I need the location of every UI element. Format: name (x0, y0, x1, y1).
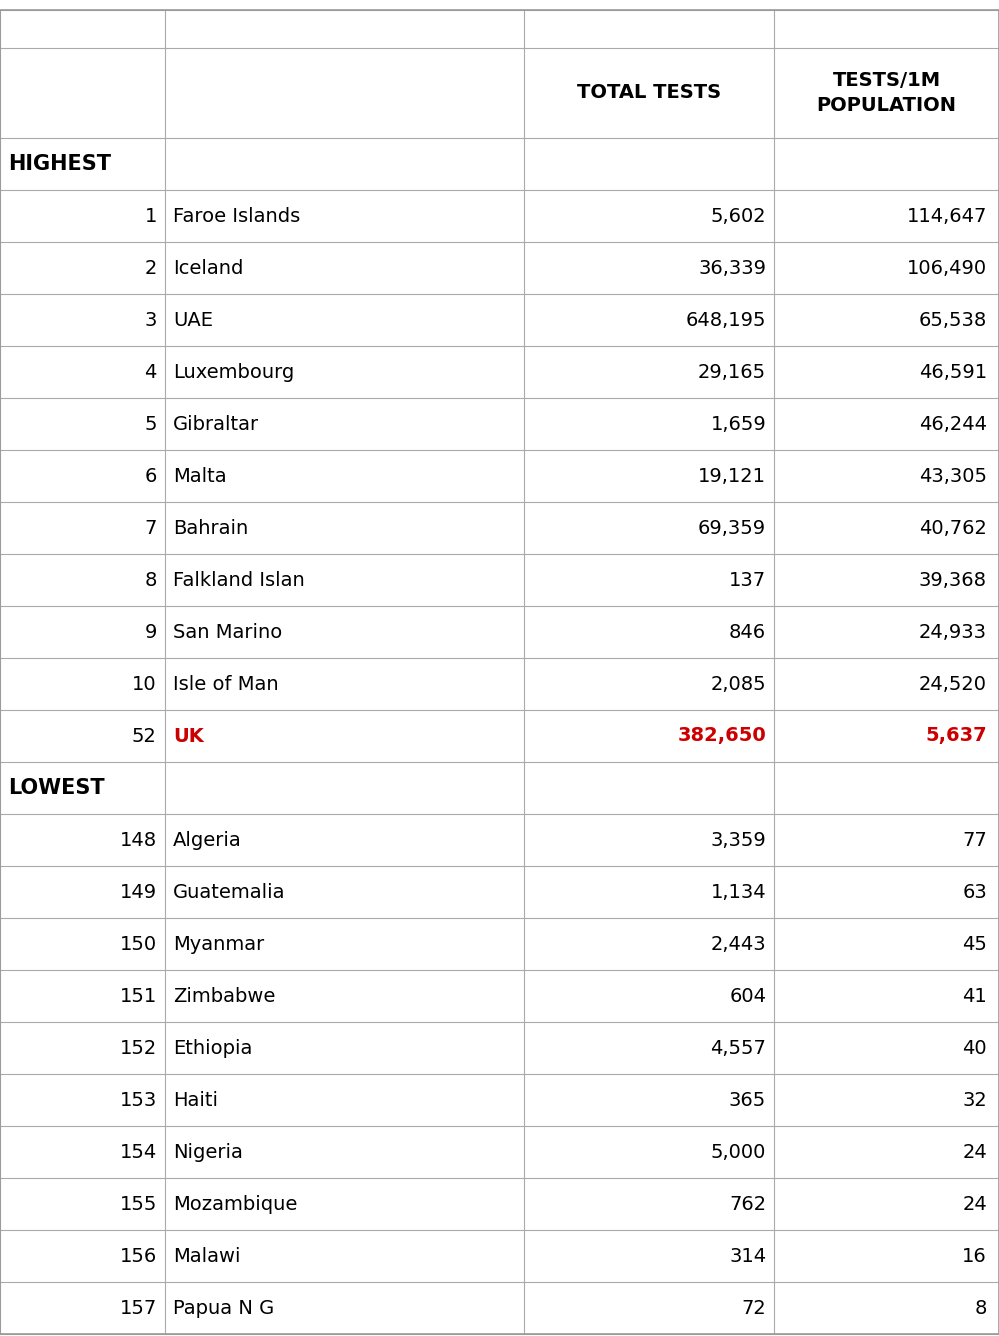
Text: Bahrain: Bahrain (173, 518, 248, 537)
Text: 40,762: 40,762 (919, 518, 987, 537)
Text: 155: 155 (120, 1194, 157, 1213)
Text: Mozambique: Mozambique (173, 1194, 298, 1213)
Text: 382,650: 382,650 (677, 727, 766, 745)
Text: 65,538: 65,538 (919, 310, 987, 330)
Text: UAE: UAE (173, 310, 213, 330)
Text: 1: 1 (145, 207, 157, 226)
Text: 2: 2 (145, 258, 157, 278)
Text: 153: 153 (120, 1090, 157, 1109)
Text: Gibraltar: Gibraltar (173, 414, 259, 433)
Text: 9: 9 (145, 623, 157, 641)
Text: 5,000: 5,000 (711, 1142, 766, 1161)
Text: 2,443: 2,443 (710, 934, 766, 954)
Text: San Marino: San Marino (173, 623, 282, 641)
Text: 40: 40 (962, 1038, 987, 1058)
Text: 150: 150 (120, 934, 157, 954)
Text: 149: 149 (120, 883, 157, 902)
Text: Ethiopia: Ethiopia (173, 1038, 252, 1058)
Text: 148: 148 (120, 831, 157, 850)
Text: 41: 41 (962, 986, 987, 1006)
Text: Guatemalia: Guatemalia (173, 883, 286, 902)
Text: 24: 24 (962, 1194, 987, 1213)
Text: 137: 137 (729, 570, 766, 589)
Text: 45: 45 (962, 934, 987, 954)
Text: 24,933: 24,933 (919, 623, 987, 641)
Text: 157: 157 (120, 1299, 157, 1317)
Text: 24: 24 (962, 1142, 987, 1161)
Text: 3,359: 3,359 (710, 831, 766, 850)
Text: Nigeria: Nigeria (173, 1142, 243, 1161)
Text: 46,591: 46,591 (919, 362, 987, 382)
Text: 36,339: 36,339 (698, 258, 766, 278)
Text: Haiti: Haiti (173, 1090, 218, 1109)
Text: 154: 154 (120, 1142, 157, 1161)
Text: LOWEST: LOWEST (8, 778, 105, 798)
Text: 43,305: 43,305 (919, 466, 987, 485)
Text: 4,557: 4,557 (710, 1038, 766, 1058)
Text: 5: 5 (144, 414, 157, 433)
Text: 63: 63 (962, 883, 987, 902)
Text: Iceland: Iceland (173, 258, 243, 278)
Text: HIGHEST: HIGHEST (8, 154, 111, 174)
Text: Faroe Islands: Faroe Islands (173, 207, 300, 226)
Text: 46,244: 46,244 (919, 414, 987, 433)
Text: UK: UK (173, 727, 204, 745)
Text: 3: 3 (145, 310, 157, 330)
Text: 314: 314 (729, 1246, 766, 1265)
Text: 5,637: 5,637 (925, 727, 987, 745)
Text: Zimbabwe: Zimbabwe (173, 986, 275, 1006)
Text: 2,085: 2,085 (710, 675, 766, 693)
Text: 846: 846 (729, 623, 766, 641)
Text: 52: 52 (132, 727, 157, 745)
Text: 8: 8 (145, 570, 157, 589)
Text: 19,121: 19,121 (698, 466, 766, 485)
Text: 114,647: 114,647 (907, 207, 987, 226)
Text: 152: 152 (120, 1038, 157, 1058)
Text: Papua N G: Papua N G (173, 1299, 274, 1317)
Text: 4: 4 (145, 362, 157, 382)
Text: 69,359: 69,359 (698, 518, 766, 537)
Text: 5,602: 5,602 (710, 207, 766, 226)
Text: Luxembourg: Luxembourg (173, 362, 294, 382)
Text: Isle of Man: Isle of Man (173, 675, 279, 693)
Text: 72: 72 (741, 1299, 766, 1317)
Text: 1,134: 1,134 (710, 883, 766, 902)
Text: 7: 7 (145, 518, 157, 537)
Text: Myanmar: Myanmar (173, 934, 264, 954)
Text: 151: 151 (120, 986, 157, 1006)
Text: 106,490: 106,490 (907, 258, 987, 278)
Text: TOTAL TESTS: TOTAL TESTS (577, 83, 721, 103)
Text: 29,165: 29,165 (698, 362, 766, 382)
Text: 8: 8 (975, 1299, 987, 1317)
Text: 648,195: 648,195 (685, 310, 766, 330)
Text: 16: 16 (962, 1246, 987, 1265)
Text: Malawi: Malawi (173, 1246, 241, 1265)
Text: 365: 365 (729, 1090, 766, 1109)
Text: 32: 32 (962, 1090, 987, 1109)
Text: 6: 6 (145, 466, 157, 485)
Text: 10: 10 (132, 675, 157, 693)
Text: TESTS/1M
POPULATION: TESTS/1M POPULATION (816, 71, 957, 115)
Text: 1,659: 1,659 (710, 414, 766, 433)
Text: 77: 77 (962, 831, 987, 850)
Text: 24,520: 24,520 (919, 675, 987, 693)
Text: Malta: Malta (173, 466, 227, 485)
Text: 762: 762 (729, 1194, 766, 1213)
Text: Falkland Islan: Falkland Islan (173, 570, 305, 589)
Text: Algeria: Algeria (173, 831, 242, 850)
Text: 604: 604 (729, 986, 766, 1006)
Text: 156: 156 (120, 1246, 157, 1265)
Text: 39,368: 39,368 (919, 570, 987, 589)
